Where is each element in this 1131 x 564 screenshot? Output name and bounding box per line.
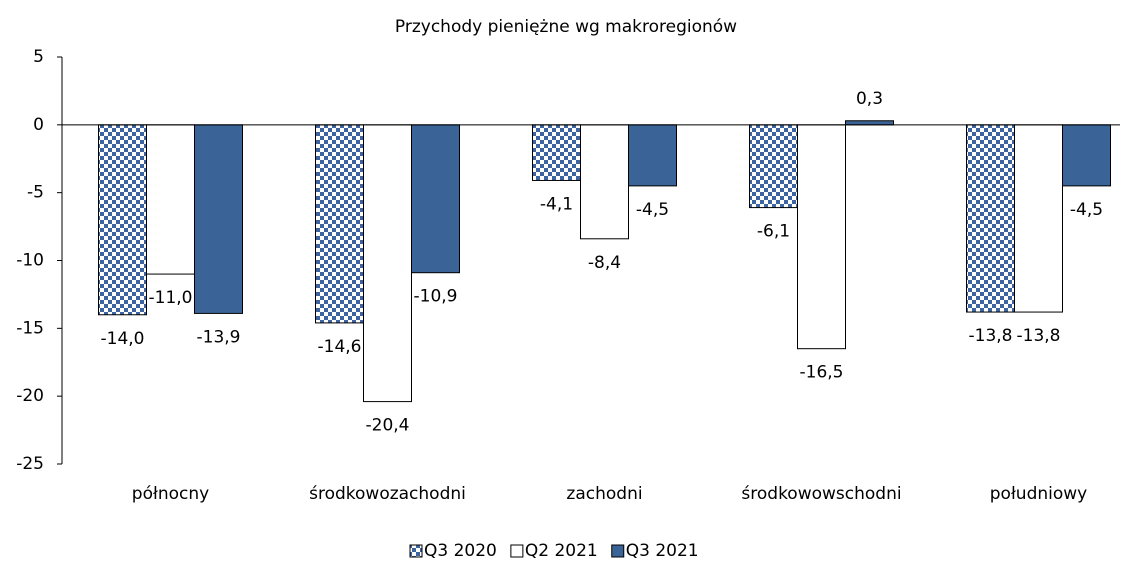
bar [1014, 124, 1063, 313]
bar [1062, 124, 1111, 187]
data-label: -20,4 [366, 416, 410, 436]
y-tick-label: 5 [33, 47, 44, 67]
bar [797, 124, 846, 350]
legend-label: Q2 2021 [525, 541, 598, 561]
legend-swatch [409, 544, 423, 558]
bar [628, 124, 677, 187]
data-label: -4,5 [636, 200, 669, 220]
legend-label: Q3 2021 [626, 541, 699, 561]
legend-swatch [510, 544, 524, 558]
data-label: -14,6 [318, 337, 362, 357]
data-label: 0,3 [856, 89, 883, 109]
bar [146, 124, 195, 275]
x-tick-label: zachodni [566, 484, 642, 504]
y-tick-label: -15 [16, 318, 44, 338]
data-label: -6,1 [757, 222, 790, 242]
y-tick-label: -10 [16, 251, 44, 271]
data-label: -10,9 [414, 287, 458, 307]
data-label: -4,1 [540, 194, 573, 214]
bar [98, 124, 147, 316]
bar [411, 124, 460, 274]
data-label: -4,5 [1070, 200, 1103, 220]
y-tick-label: 0 [33, 115, 44, 135]
x-tick-label: południowy [990, 484, 1087, 504]
data-label: -8,4 [588, 253, 621, 273]
x-tick-label: północny [132, 484, 209, 504]
data-label: -13,8 [969, 326, 1013, 346]
chart-title: Przychody pieniężne wg makroregionów [395, 17, 737, 37]
bar [315, 124, 364, 324]
data-label: -13,8 [1017, 326, 1061, 346]
data-label: -13,9 [197, 327, 241, 347]
y-tick-label: -5 [27, 183, 44, 203]
data-label: -14,0 [101, 329, 145, 349]
data-label: -11,0 [149, 288, 193, 308]
x-tick-label: środkowowschodni [741, 484, 901, 504]
y-tick-label: -20 [16, 386, 44, 406]
bar [749, 124, 798, 209]
y-tick-label: -25 [16, 454, 44, 474]
bar [194, 124, 243, 314]
bar [966, 124, 1015, 313]
legend-label: Q3 2020 [424, 541, 497, 561]
bar [363, 124, 412, 403]
x-tick-label: środkowozachodni [309, 484, 466, 504]
legend-swatch [611, 544, 625, 558]
bar [532, 124, 581, 181]
data-label: -16,5 [800, 363, 844, 383]
bar [845, 120, 894, 126]
bar [580, 124, 629, 240]
